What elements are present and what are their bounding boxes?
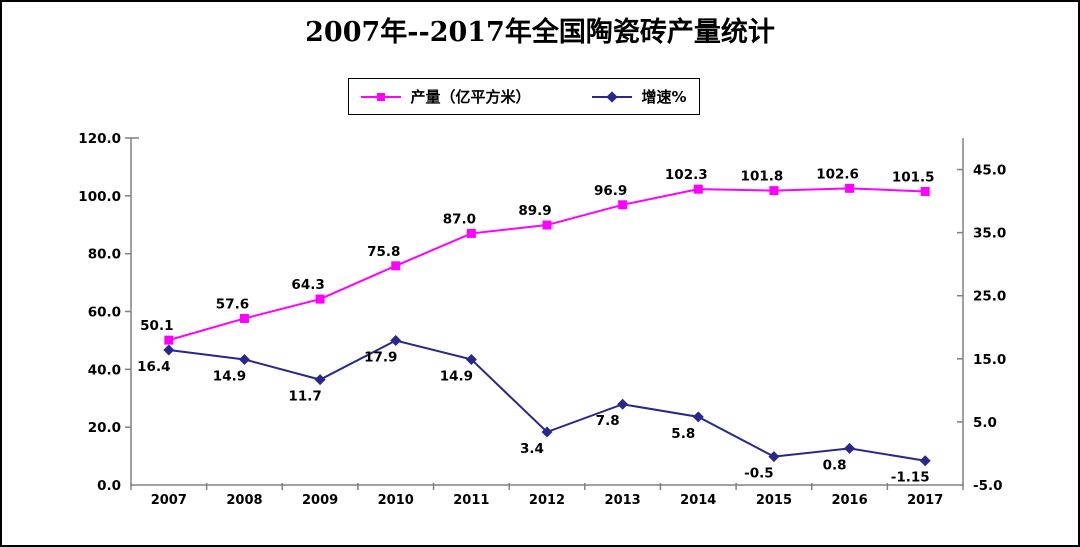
x-axis-year-label: 2011 [453, 493, 489, 508]
production-data-label: 101.5 [892, 169, 935, 185]
production-data-label: 75.8 [367, 244, 400, 260]
growth-data-label: 16.4 [137, 359, 170, 375]
growth-data-label: 0.8 [823, 457, 847, 473]
legend-production-label: 产量（亿平方米） [410, 88, 531, 106]
growth-data-label: -1.15 [891, 470, 930, 486]
right-axis-tick-label: 45.0 [973, 163, 1006, 179]
right-axis-tick-label: 35.0 [973, 226, 1006, 242]
production-marker [845, 183, 855, 193]
x-axis-year-label: 2012 [529, 493, 565, 508]
right-axis-tick-label: 15.0 [973, 352, 1006, 368]
x-axis-year-label: 2010 [378, 493, 414, 508]
x-axis-year-label: 2009 [302, 493, 338, 508]
production-marker [618, 200, 628, 210]
growth-marker [390, 335, 402, 347]
x-axis-year-label: 2007 [151, 493, 187, 508]
right-axis-tick-label: 5.0 [973, 415, 997, 431]
production-data-label: 64.3 [291, 277, 324, 293]
left-axis-tick-label: 40.0 [88, 362, 121, 378]
production-data-label: 102.3 [665, 167, 708, 183]
production-marker [920, 186, 930, 196]
x-axis-year-label: 2014 [680, 493, 716, 508]
production-data-label: 87.0 [443, 211, 476, 227]
production-marker [542, 220, 552, 230]
growth-marker [541, 426, 553, 438]
growth-line [168, 339, 926, 462]
chart-legend: 产量（亿平方米） 增速% [348, 78, 700, 115]
growth-data-label: 11.7 [288, 389, 321, 405]
left-axis-tick-label: 100.0 [78, 189, 121, 205]
growth-data-label: -0.5 [744, 466, 774, 482]
production-marker [391, 261, 401, 271]
left-axis-tick-label: 120.0 [78, 131, 121, 147]
production-marker [164, 335, 174, 345]
growth-data-label: 14.9 [440, 368, 473, 384]
right-axis-tick-label: -5.0 [973, 478, 1003, 494]
production-data-label: 96.9 [594, 183, 627, 199]
x-axis-year-label: 2013 [605, 493, 641, 508]
growth-line-swatch-icon [592, 90, 633, 103]
production-marker [239, 313, 249, 323]
growth-data-label: 3.4 [520, 441, 544, 457]
growth-marker [617, 398, 629, 410]
production-data-label: 57.6 [216, 296, 249, 312]
production-marker [466, 228, 476, 238]
production-data-label: 89.9 [518, 203, 551, 219]
growth-marker [919, 455, 931, 467]
growth-data-label: 5.8 [671, 426, 695, 442]
growth-data-label: 7.8 [596, 413, 620, 429]
legend-item-growth: 增速% [592, 86, 687, 107]
production-data-label: 50.1 [140, 318, 173, 334]
x-axis-year-label: 2017 [907, 493, 943, 508]
x-axis-year-label: 2016 [831, 493, 867, 508]
growth-data-label: 17.9 [364, 350, 397, 366]
legend-growth-label: 增速% [641, 88, 687, 106]
production-marker [769, 186, 779, 196]
left-axis-tick-label: 20.0 [88, 420, 121, 436]
growth-marker [238, 353, 250, 365]
production-data-label: 101.8 [741, 169, 784, 185]
production-marker [693, 184, 703, 194]
production-line-swatch-icon [361, 92, 402, 102]
growth-data-label: 14.9 [213, 368, 246, 384]
legend-item-production: 产量（亿平方米） [361, 86, 530, 107]
x-axis-year-label: 2015 [756, 493, 792, 508]
right-axis-tick-label: 25.0 [973, 289, 1006, 305]
production-data-label: 102.6 [816, 166, 859, 182]
chart-title: 2007年--2017年全国陶瓷砖产量统计 [305, 17, 775, 48]
growth-marker [465, 353, 477, 365]
growth-marker [768, 451, 780, 463]
growth-marker [314, 374, 326, 386]
growth-marker [692, 411, 704, 423]
growth-marker [844, 442, 856, 454]
left-axis-tick-label: 80.0 [88, 247, 121, 263]
production-marker [315, 294, 325, 304]
x-axis-year-label: 2008 [226, 493, 262, 508]
left-axis-tick-label: 0.0 [97, 478, 121, 494]
growth-marker [163, 344, 175, 356]
left-axis-tick-label: 60.0 [88, 305, 121, 321]
